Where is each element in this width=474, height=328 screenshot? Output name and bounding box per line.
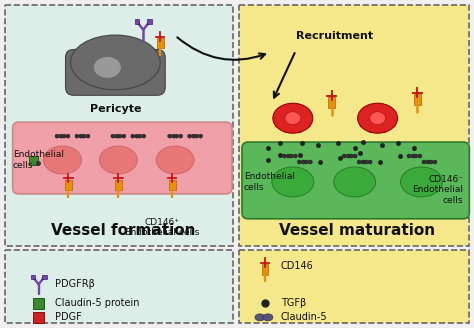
Bar: [169, 180, 175, 190]
FancyBboxPatch shape: [5, 5, 233, 246]
Bar: [328, 97, 335, 108]
Ellipse shape: [301, 160, 305, 164]
Ellipse shape: [349, 154, 353, 158]
Ellipse shape: [308, 160, 312, 164]
Ellipse shape: [368, 160, 372, 164]
Ellipse shape: [273, 103, 313, 133]
Ellipse shape: [255, 314, 265, 321]
Text: CD146⁺
Endothelial cells: CD146⁺ Endothelial cells: [125, 218, 200, 237]
Ellipse shape: [142, 134, 146, 138]
FancyBboxPatch shape: [65, 50, 165, 95]
Text: Recruitment: Recruitment: [296, 31, 373, 41]
Ellipse shape: [286, 154, 291, 158]
Ellipse shape: [289, 154, 293, 158]
Ellipse shape: [82, 134, 86, 138]
Ellipse shape: [111, 134, 115, 138]
Text: Pericyte: Pericyte: [90, 104, 141, 114]
Ellipse shape: [62, 134, 66, 138]
Ellipse shape: [175, 134, 179, 138]
Ellipse shape: [364, 160, 368, 164]
Bar: [262, 264, 268, 275]
Ellipse shape: [71, 35, 160, 90]
Ellipse shape: [346, 154, 350, 158]
Bar: [147, 19, 152, 24]
Text: PDGF: PDGF: [55, 312, 81, 322]
Ellipse shape: [285, 112, 301, 125]
Ellipse shape: [168, 134, 172, 138]
Ellipse shape: [44, 146, 82, 174]
Ellipse shape: [191, 134, 196, 138]
Ellipse shape: [199, 134, 202, 138]
Text: Vessel formation: Vessel formation: [51, 223, 196, 238]
Text: TGFβ: TGFβ: [281, 298, 306, 308]
Ellipse shape: [195, 134, 199, 138]
Ellipse shape: [353, 154, 357, 158]
Ellipse shape: [370, 112, 385, 125]
Text: Vessel maturation: Vessel maturation: [279, 223, 435, 238]
Ellipse shape: [55, 134, 59, 138]
Ellipse shape: [342, 154, 346, 158]
Bar: [115, 180, 122, 190]
Ellipse shape: [66, 134, 70, 138]
Ellipse shape: [131, 134, 135, 138]
Ellipse shape: [172, 134, 176, 138]
Ellipse shape: [122, 134, 126, 138]
Bar: [135, 19, 139, 24]
Ellipse shape: [304, 160, 308, 164]
Ellipse shape: [179, 134, 182, 138]
FancyBboxPatch shape: [242, 142, 469, 219]
Ellipse shape: [156, 146, 194, 174]
Ellipse shape: [135, 134, 139, 138]
Ellipse shape: [272, 167, 314, 197]
Ellipse shape: [297, 160, 301, 164]
Ellipse shape: [429, 160, 433, 164]
Text: CD146: CD146: [281, 260, 314, 271]
Ellipse shape: [86, 134, 90, 138]
Ellipse shape: [358, 103, 398, 133]
Text: Claudin-5: Claudin-5: [281, 312, 328, 322]
Ellipse shape: [418, 154, 422, 158]
Ellipse shape: [188, 134, 191, 138]
Text: Endothelial
cells: Endothelial cells: [13, 150, 64, 170]
Ellipse shape: [75, 134, 79, 138]
Bar: [65, 180, 72, 190]
FancyBboxPatch shape: [13, 122, 232, 194]
Bar: [157, 38, 164, 49]
Ellipse shape: [361, 160, 365, 164]
Bar: [33, 298, 44, 309]
Ellipse shape: [79, 134, 83, 138]
Ellipse shape: [283, 154, 286, 158]
Ellipse shape: [414, 154, 418, 158]
Ellipse shape: [422, 160, 426, 164]
Text: Endothelial
cells: Endothelial cells: [244, 172, 295, 192]
FancyBboxPatch shape: [239, 250, 469, 323]
Text: PDGFRβ: PDGFRβ: [55, 279, 94, 290]
Ellipse shape: [357, 160, 361, 164]
Ellipse shape: [426, 160, 430, 164]
Ellipse shape: [433, 160, 437, 164]
Ellipse shape: [411, 154, 415, 158]
Ellipse shape: [59, 134, 63, 138]
FancyBboxPatch shape: [5, 250, 233, 323]
Ellipse shape: [401, 167, 442, 197]
Ellipse shape: [100, 146, 137, 174]
Bar: [33, 312, 44, 323]
Bar: [28, 156, 37, 165]
Ellipse shape: [334, 167, 375, 197]
Bar: [414, 94, 421, 105]
Text: Claudin-5 protein: Claudin-5 protein: [55, 298, 139, 308]
Bar: [42, 275, 46, 279]
Ellipse shape: [293, 154, 297, 158]
FancyBboxPatch shape: [239, 5, 469, 246]
Ellipse shape: [93, 56, 121, 78]
Ellipse shape: [115, 134, 119, 138]
Text: CD146⁻
Endothelial
cells: CD146⁻ Endothelial cells: [412, 175, 463, 205]
Ellipse shape: [118, 134, 122, 138]
Ellipse shape: [263, 314, 273, 321]
Ellipse shape: [407, 154, 411, 158]
Ellipse shape: [138, 134, 142, 138]
Bar: [30, 275, 35, 279]
